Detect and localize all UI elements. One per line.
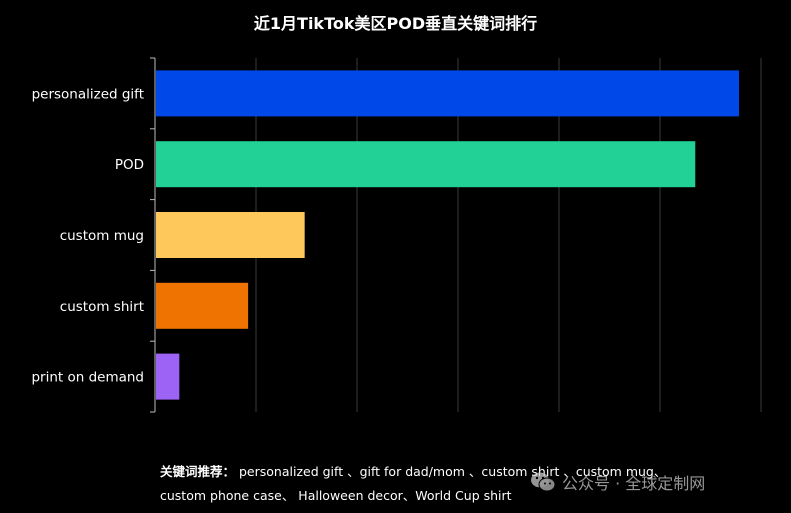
category-labels: personalized gift POD custom mug custom shi… <box>31 86 144 385</box>
bar-personalized-gift <box>156 70 739 117</box>
watermark: 公众号 · 全球定制网 <box>530 470 705 494</box>
y-axis <box>150 57 156 413</box>
bars <box>156 70 739 400</box>
category-label: custom shirt <box>60 299 144 315</box>
wechat-icon <box>531 472 556 492</box>
category-label: POD <box>115 157 144 173</box>
watermark-text: 公众号 · 全球定制网 <box>562 474 706 493</box>
bar-pod <box>156 141 696 188</box>
bar-custom-shirt <box>156 282 249 329</box>
category-label: custom mug <box>60 228 144 244</box>
keyword-recommendation: 关键词推荐： personalized gift 、gift for dad/m… <box>160 460 760 508</box>
note-text-line2: custom phone case、 Halloween decor、World… <box>160 488 512 503</box>
category-label: personalized gift <box>32 86 144 102</box>
note-label: 关键词推荐： <box>160 464 236 479</box>
bar-print-on-demand <box>156 353 180 400</box>
bar-custom-mug <box>156 212 305 258</box>
chart-title: 近1月TikTok美区POD垂直关键词排行 <box>253 14 538 33</box>
category-label: print on demand <box>31 370 144 386</box>
note-text-line1: personalized gift 、gift for dad/mom 、cus… <box>235 464 667 479</box>
